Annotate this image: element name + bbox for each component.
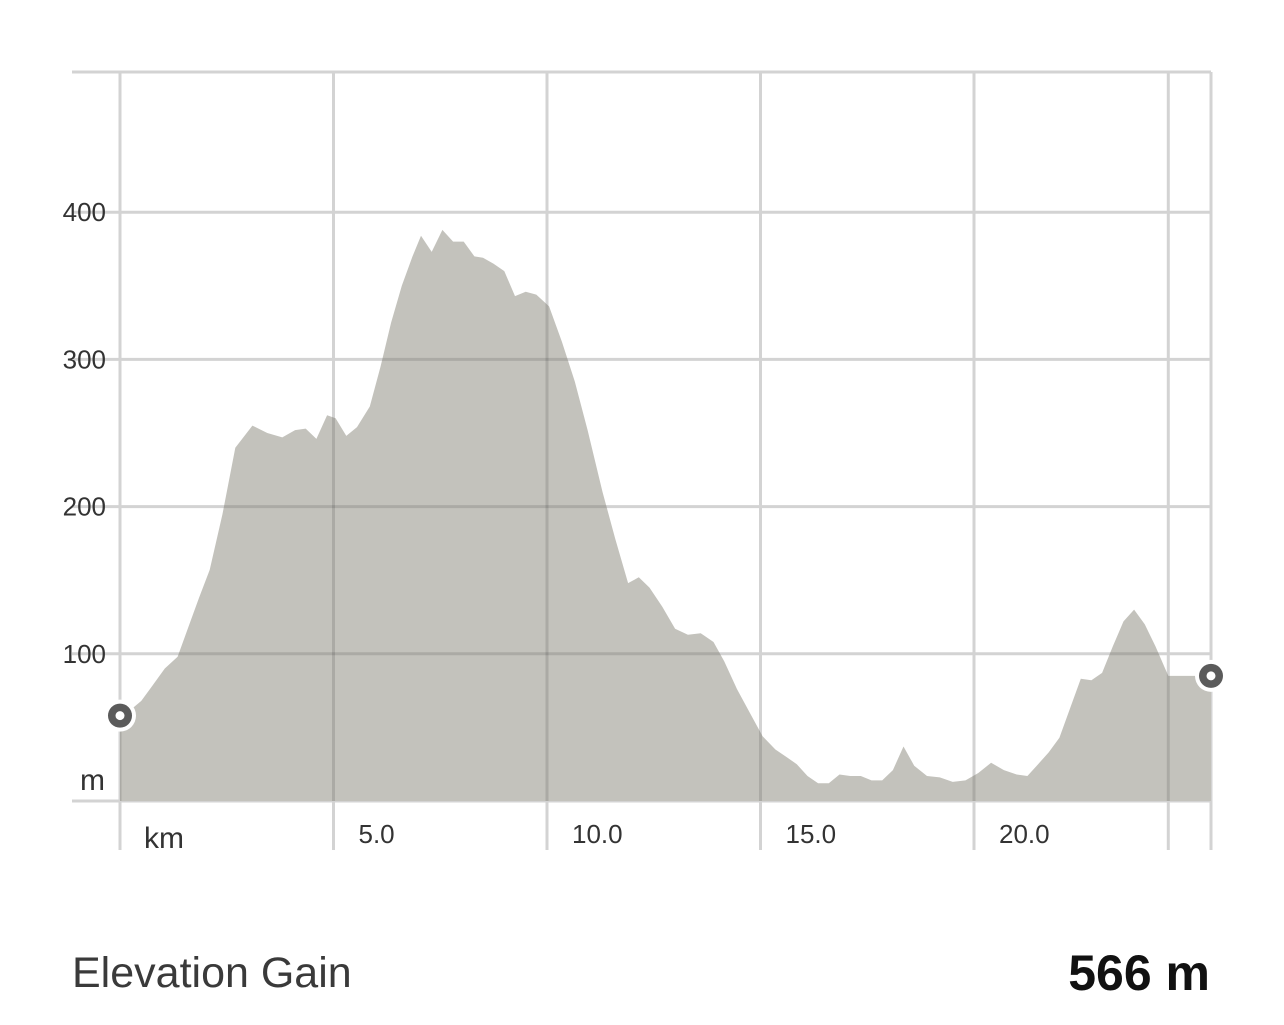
x-tick-label: 5.0 (359, 819, 395, 849)
start-marker-icon-dot (115, 711, 125, 721)
x-tick-label: 10.0 (572, 819, 623, 849)
y-tick-label: 100 (63, 639, 106, 669)
elevation-chart: 400 300 200 100 5.0 10.0 15.0 20.0 m km (62, 70, 1227, 855)
x-tick-label: 20.0 (999, 819, 1050, 849)
elevation-gain-value: 566 m (1068, 945, 1210, 1001)
elevation-area (120, 229, 1211, 801)
y-axis-ticks: 400 300 200 100 (63, 197, 106, 669)
end-marker-icon (1195, 659, 1227, 692)
y-tick-label: 200 (63, 492, 106, 522)
y-tick-label: 300 (63, 344, 106, 374)
route-markers (104, 659, 1227, 732)
elevation-gain-label: Elevation Gain (72, 948, 352, 997)
y-axis-unit: m (80, 764, 105, 797)
start-marker-icon (104, 699, 136, 732)
x-axis-unit: km (144, 822, 184, 855)
end-marker-icon-dot (1206, 671, 1216, 681)
x-axis-ticks: 5.0 10.0 15.0 20.0 (359, 819, 1050, 849)
y-tick-label: 400 (63, 197, 106, 227)
x-tick-label: 15.0 (786, 819, 837, 849)
elevation-summary: Elevation Gain 566 m (72, 938, 1210, 1008)
